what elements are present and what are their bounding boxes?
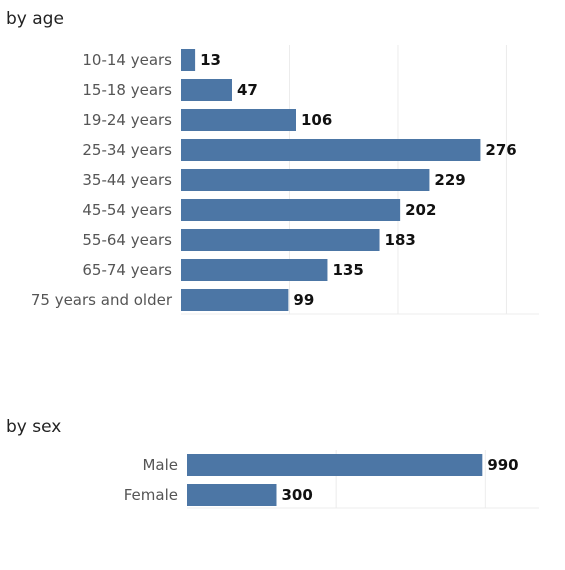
category-label-75-years-and-older: 75 years and older <box>31 291 173 309</box>
bar-10-14-years <box>181 49 196 71</box>
category-label-male: Male <box>142 456 178 474</box>
category-label-35-44-years: 35-44 years <box>82 171 172 189</box>
bar-35-44-years <box>181 169 430 191</box>
bar-female <box>187 484 277 506</box>
bar-45-54-years <box>181 199 401 221</box>
chart-title-by-sex: by sex <box>6 417 61 437</box>
value-label-15-18-years: 47 <box>237 81 258 99</box>
chart-title-by-age: by age <box>6 9 64 29</box>
value-label-65-74-years: 135 <box>332 261 363 279</box>
category-label-25-34-years: 25-34 years <box>82 141 172 159</box>
bar-15-18-years <box>181 79 232 101</box>
value-label-55-64-years: 183 <box>385 231 416 249</box>
value-label-19-24-years: 106 <box>301 111 332 129</box>
value-label-female: 300 <box>281 486 312 504</box>
value-label-10-14-years: 13 <box>200 51 221 69</box>
value-label-35-44-years: 229 <box>434 171 465 189</box>
category-label-19-24-years: 19-24 years <box>82 111 172 129</box>
category-label-55-64-years: 55-64 years <box>82 231 172 249</box>
bar-65-74-years <box>181 259 328 281</box>
value-label-45-54-years: 202 <box>405 201 436 219</box>
chart-by-age: by age 10-14 years 13 15-18 years 47 19-24 y… <box>6 9 539 315</box>
category-label-female: Female <box>124 486 178 504</box>
category-label-45-54-years: 45-54 years <box>82 201 172 219</box>
bar-male <box>187 454 483 476</box>
value-label-75-years-and-older: 99 <box>293 291 314 309</box>
value-label-male: 990 <box>487 456 518 474</box>
bar-19-24-years <box>181 109 296 131</box>
value-label-25-34-years: 276 <box>485 141 516 159</box>
category-label-15-18-years: 15-18 years <box>82 81 172 99</box>
bar-55-64-years <box>181 229 380 251</box>
bar-25-34-years <box>181 139 481 161</box>
category-label-65-74-years: 65-74 years <box>82 261 172 279</box>
chart-by-sex: by sex Male 990 Female 300 <box>6 417 539 509</box>
bar-75-years-and-older <box>181 289 289 311</box>
category-label-10-14-years: 10-14 years <box>82 51 172 69</box>
